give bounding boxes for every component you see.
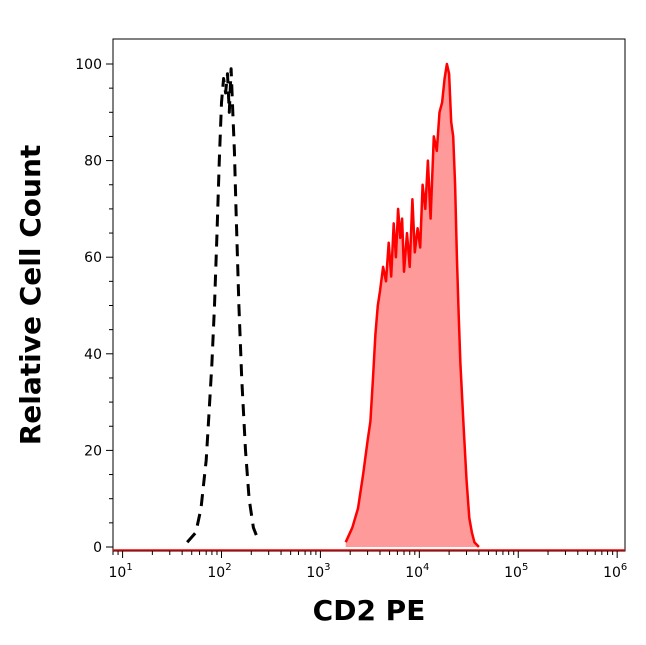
y-tick-label: 80 [84,154,102,170]
y-axis: 0 20 40 60 80 100 [75,57,113,556]
y-tick-label: 0 [93,540,102,556]
x-axis: 101 102 103 104 105 106 [108,551,627,581]
x-tick-label: 104 [405,562,429,581]
y-axis-title: Relative Cell Count [14,145,47,446]
x-tick-label: 103 [306,562,330,581]
x-tick-label: 101 [108,562,132,581]
series-1-line [344,62,480,548]
x-tick-label: 102 [207,562,231,581]
x-tick-label: 106 [603,562,627,581]
red-series-layer [113,62,625,551]
plot-frame [112,38,626,552]
y-tick-label: 100 [75,57,102,73]
series-0-line [186,67,261,544]
x-axis-title: CD2 PE [313,594,426,627]
y-tick-label: 60 [84,250,102,266]
x-tick-label: 105 [504,562,528,581]
black-series-layer [186,67,261,544]
y-tick-label: 20 [84,443,102,459]
series-1-area [345,64,479,547]
y-tick-label: 40 [84,347,102,363]
